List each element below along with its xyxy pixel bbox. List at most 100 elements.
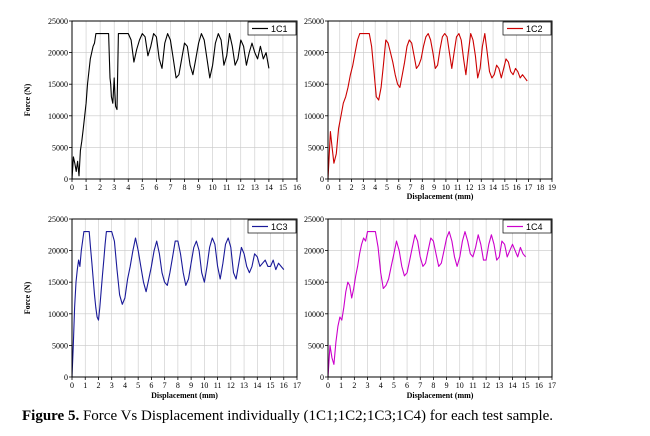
chart-panel-1c2: 0 1 2 3 4 5 6 7 8 9 10 11 12 13 14 15 16 17 18 190500010000… [304, 17, 556, 201]
x-tick-label: 13 [251, 183, 259, 192]
plot-frame [71, 218, 298, 378]
x-tick-label: 8 [420, 183, 424, 192]
y-tick-label: 25000 [48, 215, 68, 224]
x-axis-label: Displacement (mm) [407, 391, 474, 400]
x-tick-label: 1 [83, 381, 87, 390]
legend: 1C3 [247, 219, 297, 234]
x-tick-label: 3 [366, 381, 370, 390]
chart-panel-1c1: 0 1 2 3 4 5 6 7 8 9 10 11 12 13 14 15 160500010000150002… [23, 17, 301, 192]
x-tick-label: 10 [200, 381, 208, 390]
x-tick-label: 4 [379, 381, 383, 390]
x-tick-label: 2 [98, 183, 102, 192]
x-tick-label: 8 [431, 381, 435, 390]
x-tick-label: 5 [392, 381, 396, 390]
y-tick-label: 20000 [48, 49, 68, 58]
x-tick-label: 0 [70, 381, 74, 390]
x-tick-label: 16 [535, 381, 543, 390]
x-tick-label: 0 [326, 183, 330, 192]
y-axis-label: Force (N) [23, 281, 32, 314]
series-line-1c2 [327, 33, 528, 180]
x-tick-label: 15 [522, 381, 530, 390]
x-tick-label: 14 [265, 183, 273, 192]
x-tick-label: 2 [352, 381, 356, 390]
series-line-1c4 [327, 231, 527, 378]
y-tick-label: 15000 [48, 278, 68, 287]
y-tick-label: 0 [320, 175, 324, 184]
y-tick-label: 5000 [308, 341, 324, 350]
x-tick-label: 3 [110, 381, 114, 390]
x-tick-label: 11 [454, 183, 462, 192]
x-tick-label: 3 [361, 183, 365, 192]
plot-frame [327, 218, 553, 378]
x-tick-label: 7 [409, 183, 413, 192]
x-tick-label: 7 [418, 381, 422, 390]
x-tick-label: 9 [445, 381, 449, 390]
x-tick-label: 7 [168, 183, 172, 192]
series-line-1c3 [71, 231, 285, 378]
caption-label: Figure 5. [22, 408, 80, 424]
plot-frame [327, 20, 553, 180]
y-tick-label: 25000 [304, 17, 324, 26]
x-tick-label: 1 [339, 381, 343, 390]
y-tick-label: 10000 [48, 112, 68, 121]
x-tick-label: 17 [524, 183, 532, 192]
y-tick-label: 25000 [304, 215, 324, 224]
legend: 1C1 [247, 21, 297, 36]
x-tick-label: 10 [442, 183, 450, 192]
x-tick-label: 9 [197, 183, 201, 192]
y-tick-label: 20000 [304, 247, 324, 256]
y-tick-label: 10000 [48, 310, 68, 319]
x-tick-label: 12 [237, 183, 245, 192]
x-tick-label: 16 [293, 183, 301, 192]
x-tick-label: 11 [223, 183, 231, 192]
y-tick-label: 5000 [308, 143, 324, 152]
y-tick-label: 0 [320, 373, 324, 382]
x-tick-label: 7 [163, 381, 167, 390]
x-tick-label: 11 [214, 381, 222, 390]
x-tick-label: 8 [183, 183, 187, 192]
y-tick-label: 15000 [304, 278, 324, 287]
x-tick-label: 6 [405, 381, 409, 390]
x-tick-label: 1 [84, 183, 88, 192]
y-tick-label: 10000 [304, 112, 324, 121]
x-tick-label: 16 [280, 381, 288, 390]
x-tick-label: 12 [482, 381, 490, 390]
x-tick-label: 14 [508, 381, 516, 390]
x-tick-label: 13 [240, 381, 248, 390]
legend-label: 1C2 [526, 24, 543, 34]
x-tick-label: 4 [126, 183, 130, 192]
x-tick-label: 2 [96, 381, 100, 390]
x-tick-label: 5 [136, 381, 140, 390]
y-tick-label: 0 [64, 175, 68, 184]
x-axis-label: Displacement (mm) [151, 391, 218, 400]
x-tick-label: 9 [189, 381, 193, 390]
y-tick-label: 25000 [48, 17, 68, 26]
x-tick-label: 12 [465, 183, 473, 192]
x-tick-label: 2 [350, 183, 354, 192]
y-tick-label: 20000 [304, 49, 324, 58]
legend-box [247, 219, 297, 234]
x-tick-label: 14 [253, 381, 261, 390]
y-tick-label: 5000 [52, 341, 68, 350]
figure-caption: Figure 5. Force Vs Displacement individu… [22, 408, 642, 425]
x-tick-label: 12 [227, 381, 235, 390]
y-tick-label: 5000 [52, 143, 68, 152]
x-tick-label: 18 [536, 183, 544, 192]
x-tick-label: 6 [397, 183, 401, 192]
chart-panel-1c3: 0 1 2 3 4 5 6 7 8 9 10 11 12 13 14 15 16 1705000100001500… [23, 215, 301, 400]
x-tick-label: 3 [112, 183, 116, 192]
x-tick-label: 5 [140, 183, 144, 192]
x-tick-label: 15 [267, 381, 275, 390]
x-tick-label: 0 [70, 183, 74, 192]
x-tick-label: 5 [385, 183, 389, 192]
x-tick-label: 15 [279, 183, 287, 192]
legend-label: 1C3 [271, 222, 288, 232]
legend: 1C4 [502, 219, 552, 234]
x-tick-label: 15 [501, 183, 509, 192]
x-tick-label: 4 [373, 183, 377, 192]
legend-label: 1C1 [271, 24, 288, 34]
legend-box [502, 21, 552, 36]
x-axis-label: Displacement (mm) [407, 192, 474, 201]
x-tick-label: 0 [326, 381, 330, 390]
